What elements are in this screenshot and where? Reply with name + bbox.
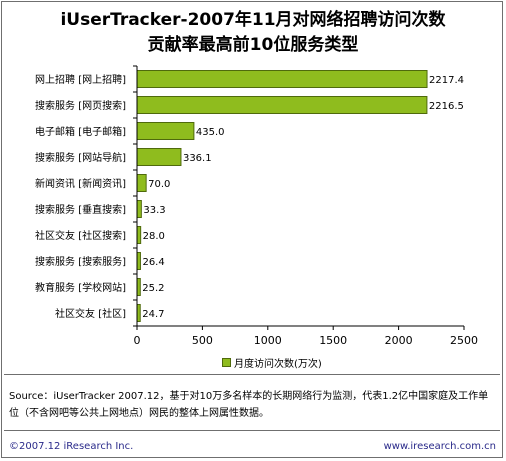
- copyright: ©2007.12 iResearch Inc.: [9, 441, 134, 452]
- bar: [136, 200, 142, 218]
- category-label: 新闻资讯 [新闻资讯]: [35, 177, 126, 190]
- chart-title: iUserTracker-2007年11月对网络招聘访问次数 贡献率最高前10位…: [0, 8, 506, 58]
- category-label: 社区交友 [社区搜索]: [35, 229, 126, 242]
- value-label: 435.0: [196, 127, 225, 138]
- x-tick-label: 2500: [450, 334, 478, 347]
- divider: [4, 430, 500, 431]
- x-tick-label: 0: [134, 334, 141, 347]
- bar: [136, 70, 428, 88]
- category-label: 电子邮箱 [电子邮箱]: [35, 125, 126, 138]
- legend: 月度访问次数(万次): [222, 355, 322, 370]
- value-label: 70.0: [148, 179, 170, 190]
- value-label: 24.7: [142, 309, 164, 320]
- x-tick-label: 2000: [385, 334, 413, 347]
- x-tick-label: 1000: [254, 334, 282, 347]
- source-note: Source：iUserTracker 2007.12，基于对10万多名样本的长…: [9, 391, 489, 419]
- bar: [136, 252, 141, 270]
- category-label: 搜索服务 [网站导航]: [35, 151, 126, 164]
- bar: [136, 122, 195, 140]
- category-label: 社区交友 [社区]: [55, 307, 126, 320]
- value-label: 2216.5: [429, 101, 464, 112]
- divider: [4, 374, 500, 375]
- legend-swatch: [222, 358, 231, 367]
- category-label: 网上招聘 [网上招聘]: [35, 73, 126, 86]
- x-tick-label: 1500: [319, 334, 347, 347]
- website: www.iresearch.com.cn: [383, 441, 496, 452]
- bar: [136, 96, 428, 114]
- x-tick-label: 500: [192, 334, 213, 347]
- category-label: 搜索服务 [网页搜索]: [35, 99, 126, 112]
- value-label: 2217.4: [429, 75, 464, 86]
- bar: [136, 174, 147, 192]
- category-label: 搜索服务 [垂直搜索]: [35, 203, 126, 216]
- chart-title-line-2: 贡献率最高前10位服务类型: [147, 35, 359, 55]
- category-label: 搜索服务 [搜索服务]: [35, 255, 126, 268]
- chart-title-line-1: iUserTracker-2007年11月对网络招聘访问次数: [60, 10, 446, 30]
- value-label: 26.4: [142, 257, 164, 268]
- value-label: 28.0: [143, 231, 165, 242]
- category-label: 教育服务 [学校网站]: [35, 281, 126, 294]
- value-label: 33.3: [143, 205, 165, 216]
- value-label: 25.2: [142, 283, 164, 294]
- bar: [136, 226, 142, 244]
- bar: [136, 148, 182, 166]
- value-label: 336.1: [183, 153, 212, 164]
- legend-label: 月度访问次数(万次): [234, 359, 322, 370]
